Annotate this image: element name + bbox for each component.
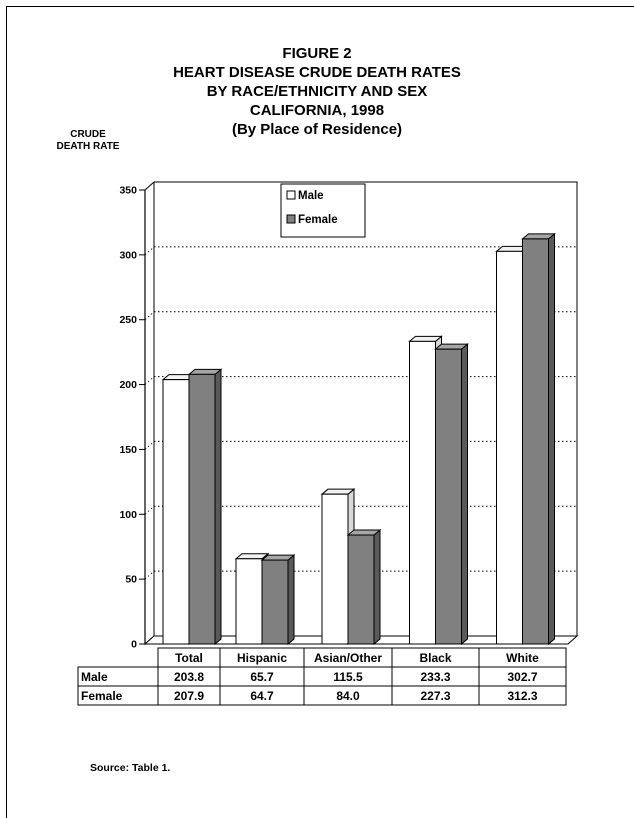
y-axis-label-line-1: CRUDE — [70, 129, 106, 140]
title-line-5: (By Place of Residence) — [231, 121, 403, 138]
bar-female-total-top — [187, 368, 223, 375]
bar-male-black — [409, 340, 436, 645]
legend-label-male: Male — [298, 190, 324, 202]
bar-female-black — [435, 348, 462, 645]
x-tick-label-black: Black — [419, 651, 451, 665]
x-tick-label-hispanic: Hispanic — [237, 651, 287, 665]
legend-swatch-female — [286, 214, 296, 224]
bar-male-total — [162, 379, 190, 645]
legend-swatch-male — [286, 190, 296, 200]
y-tick-label-100: 100 — [119, 509, 137, 521]
y-tick-label-50: 50 — [125, 574, 137, 586]
y-axis-label: CRUDE DEATH RATE — [57, 129, 120, 153]
data-label-male-total: 203.8 — [174, 670, 204, 684]
bar-male-black-top — [408, 335, 443, 342]
bar-female-white — [522, 238, 549, 645]
bar-male-hispanic-top — [234, 553, 270, 560]
source-note: Source: Table 1. — [90, 762, 171, 774]
title-line-1: FIGURE 2 — [282, 45, 352, 62]
legend-label-female: Female — [298, 214, 338, 226]
plot-side-wall — [144, 180, 155, 646]
data-label-female-black: 227.3 — [420, 689, 450, 703]
bar-female-total-side — [214, 368, 222, 646]
bar-male-white — [496, 250, 523, 645]
bar-female-white-top — [521, 233, 556, 240]
y-tick-label-300: 300 — [119, 249, 137, 261]
figure-frame — [6, 6, 634, 818]
x-tick-label-white: White — [506, 651, 539, 665]
y-tick-label-0: 0 — [131, 639, 137, 651]
chart-title: FIGURE 2 HEART DISEASE CRUDE DEATH RATES… — [0, 44, 634, 139]
data-label-female-asian-other: 84.0 — [336, 689, 360, 703]
bar-female-black-side — [461, 343, 468, 646]
table-row-label-female: Female — [81, 689, 123, 703]
data-label-male-white: 302.7 — [507, 670, 537, 684]
bar-female-total — [188, 373, 216, 645]
x-tick-label-total: Total — [175, 651, 203, 665]
data-label-male-asian-other: 115.5 — [333, 670, 363, 684]
data-label-female-total: 207.9 — [174, 689, 204, 703]
bar-female-white-side — [548, 232, 555, 646]
data-label-male-hispanic: 65.7 — [250, 670, 274, 684]
y-tick-label-200: 200 — [119, 379, 137, 391]
data-label-male-black: 233.3 — [420, 670, 450, 684]
bar-male-asian-other — [321, 493, 349, 645]
y-tick-label-150: 150 — [119, 444, 137, 456]
y-axis-label-line-2: DEATH RATE — [56, 141, 120, 152]
y-tick-label-350: 350 — [119, 185, 137, 197]
bar-female-hispanic-top — [260, 554, 296, 561]
bar-female-black-top — [434, 343, 469, 350]
bar-female-hispanic — [261, 559, 289, 645]
x-tick-label-asian-other: Asian/Other — [314, 651, 382, 665]
title-line-2: HEART DISEASE CRUDE DEATH RATES — [173, 64, 461, 81]
data-label-female-hispanic: 64.7 — [250, 689, 274, 703]
bar-female-asian-other-side — [373, 528, 381, 646]
bar-female-asian-other — [347, 534, 375, 645]
bar-male-asian-other-top — [320, 488, 356, 495]
title-line-3: BY RACE/ETHNICITY AND SEX — [206, 83, 428, 100]
title-line-4: CALIFORNIA, 1998 — [249, 102, 385, 119]
bar-male-hispanic — [235, 558, 263, 645]
data-label-female-white: 312.3 — [507, 689, 537, 703]
bar-female-asian-other-top — [346, 529, 382, 536]
y-tick-label-250: 250 — [119, 314, 137, 326]
bar-female-hispanic-side — [287, 554, 295, 646]
table-row-label-male: Male — [81, 670, 108, 684]
